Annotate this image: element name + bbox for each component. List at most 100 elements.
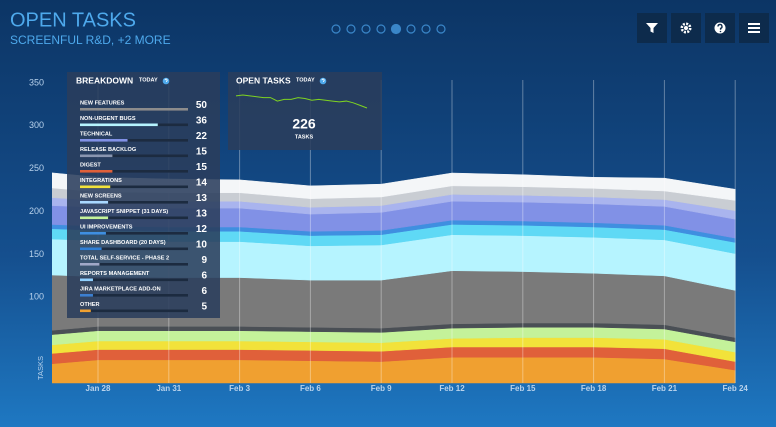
menu-button[interactable]	[739, 13, 769, 43]
item-bar	[80, 201, 109, 204]
item-value: 36	[196, 116, 208, 127]
item-bar	[80, 185, 111, 189]
item-track	[80, 294, 188, 297]
item-track	[80, 201, 188, 204]
settings-button[interactable]	[671, 13, 701, 43]
item-name: OTHER	[80, 302, 100, 308]
item-track	[80, 139, 188, 142]
x-tick-label: Feb 12	[439, 384, 465, 393]
item-name: INTEGRATIONS	[80, 178, 122, 184]
y-tick-label: 150	[29, 249, 44, 259]
filter-button[interactable]	[637, 13, 667, 43]
help-button[interactable]	[705, 13, 735, 43]
page-dot[interactable]	[406, 24, 416, 34]
item-name: REPORTS MANAGEMENT	[80, 271, 150, 277]
item-name: TECHNICAL	[80, 131, 113, 137]
page-dot[interactable]	[436, 24, 446, 34]
page-dot[interactable]	[346, 24, 356, 34]
item-value: 50	[196, 100, 208, 111]
page-dot[interactable]	[376, 24, 386, 34]
help-icon[interactable]	[319, 77, 327, 85]
toolbar	[637, 13, 769, 43]
pagination	[331, 23, 446, 35]
item-track	[80, 263, 188, 266]
page-title: OPEN TASKS	[10, 9, 136, 31]
item-value: 13	[196, 193, 208, 204]
breakdown-panel: BREAKDOWN TODAY NEW FEATURES 50 NON-URGENT…	[67, 72, 220, 318]
item-track	[80, 216, 188, 220]
y-tick-label: 250	[29, 163, 44, 173]
chart: Jan 28 Jan 31 Feb 3 Feb 6 Feb 9 Feb 12 Feb 15 F…	[29, 77, 749, 393]
item-value: 6	[201, 271, 207, 282]
item-bar	[80, 139, 128, 142]
x-tick-label: Feb 3	[229, 384, 250, 393]
page-dot[interactable]	[361, 24, 371, 34]
item-name: JIRA MARKETPLACE ADD-ON	[80, 286, 161, 292]
x-tick-label: Jan 31	[156, 384, 181, 393]
y-tick-label: 200	[29, 206, 44, 216]
item-value: 9	[201, 255, 207, 266]
panel-title: BREAKDOWN	[76, 75, 133, 85]
item-name: SHARE DASHBOARD (20 DAYS)	[80, 240, 166, 246]
item-name: UI IMPROVEMENTS	[80, 224, 133, 230]
item-value: 14	[196, 178, 208, 189]
item-bar	[80, 247, 102, 251]
page-subtitle: SCREENFUL R&D, +2 MORE	[10, 33, 171, 47]
y-tick-label: 350	[29, 77, 44, 87]
item-track	[80, 185, 188, 189]
panel-period: TODAY	[296, 77, 315, 83]
item-name: JAVASCRIPT SNIPPET (31 DAYS)	[80, 209, 168, 215]
item-track	[80, 170, 188, 173]
item-bar	[80, 232, 106, 235]
item-value: 12	[196, 224, 208, 235]
item-value: 22	[196, 131, 208, 142]
panel-period: TODAY	[139, 77, 158, 83]
y-tick-label: 300	[29, 120, 44, 130]
item-bar	[80, 108, 188, 111]
x-tick-label: Feb 15	[510, 384, 536, 393]
item-track	[80, 247, 188, 251]
total-value: 226	[292, 116, 316, 132]
item-bar	[80, 123, 158, 127]
item-value: 10	[196, 240, 208, 251]
item-bar	[80, 170, 113, 173]
item-name: NEW SCREENS	[80, 193, 122, 199]
item-name: NON-URGENT BUGS	[80, 116, 136, 122]
panel-title: OPEN TASKS	[236, 75, 291, 85]
page-dot[interactable]	[331, 24, 341, 34]
page-dot[interactable]	[421, 24, 431, 34]
help-icon[interactable]	[162, 77, 170, 85]
y-tick-label: 100	[29, 292, 44, 302]
x-tick-label: Jan 28	[86, 384, 111, 393]
total-unit: TASKS	[295, 134, 314, 140]
item-value: 5	[201, 302, 207, 313]
item-bar	[80, 309, 91, 313]
item-value: 15	[196, 162, 208, 173]
item-track	[80, 232, 188, 235]
open-tasks-panel: OPEN TASKS TODAY 226 TASKS	[228, 72, 382, 150]
item-bar	[80, 278, 93, 282]
item-track	[80, 154, 188, 158]
sparkline	[235, 94, 368, 109]
x-tick-label: Feb 21	[652, 384, 678, 393]
y-axis-label: TASKS	[36, 356, 45, 380]
item-bar	[80, 216, 109, 220]
item-value: 6	[201, 286, 207, 297]
item-bar	[80, 294, 93, 297]
item-track	[80, 278, 188, 282]
item-value: 15	[196, 147, 208, 158]
x-tick-label: Feb 24	[723, 384, 749, 393]
item-track	[80, 309, 188, 313]
x-tick-label: Feb 6	[300, 384, 321, 393]
item-name: NEW FEATURES	[80, 100, 125, 106]
plot-area	[52, 172, 736, 384]
x-tick-label: Feb 9	[371, 384, 392, 393]
item-name: TOTAL SELF-SERVICE - PHASE 2	[80, 255, 169, 261]
x-tick-label: Feb 18	[581, 384, 607, 393]
item-name: RELEASE BACKLOG	[80, 147, 136, 153]
item-bar	[80, 154, 113, 158]
page-dot-active[interactable]	[390, 23, 402, 35]
item-value: 13	[196, 209, 208, 220]
